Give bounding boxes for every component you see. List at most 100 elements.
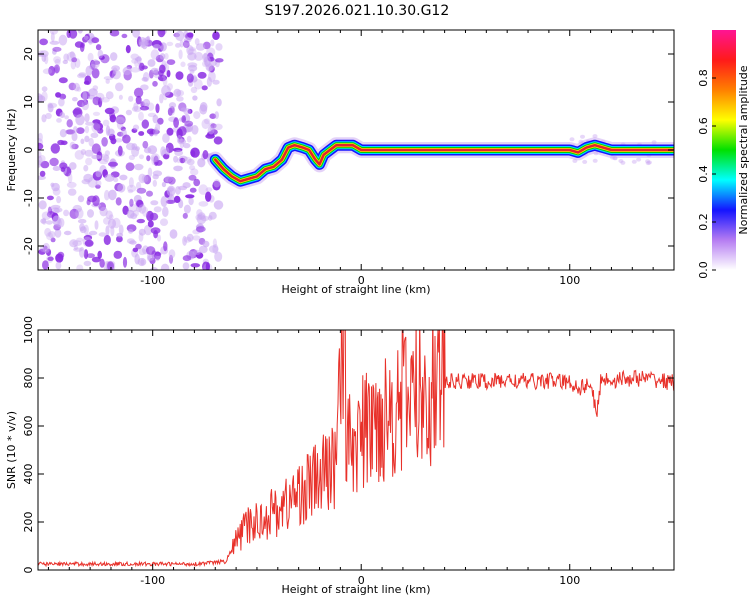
noise-blob <box>87 209 94 218</box>
noise-blob <box>162 133 170 144</box>
noise-blob <box>72 108 82 115</box>
noise-blob <box>104 150 110 157</box>
noise-blob <box>166 127 174 136</box>
noise-blob <box>42 242 50 254</box>
noise-blob <box>141 119 149 129</box>
noise-blob <box>68 30 78 39</box>
noise-blob <box>73 82 80 92</box>
noise-blob <box>45 248 52 256</box>
noise-blob <box>38 155 46 163</box>
noise-blob <box>104 189 110 201</box>
noise-blob <box>97 250 102 259</box>
noise-blob <box>111 65 120 72</box>
noise-blob <box>147 145 158 155</box>
noise-blob <box>108 189 117 201</box>
snr-ytick-label: 400 <box>22 464 35 485</box>
noise-blob <box>186 233 194 242</box>
noise-blob <box>81 178 91 185</box>
noise-blob <box>569 137 575 142</box>
noise-blob <box>182 156 192 164</box>
noise-blob <box>201 118 210 130</box>
noise-blob <box>128 228 134 234</box>
noise-blob <box>110 137 117 145</box>
noise-blob <box>41 114 47 123</box>
noise-blob <box>122 66 132 76</box>
noise-blob <box>136 187 147 194</box>
noise-blob <box>188 197 194 206</box>
noise-blob <box>115 82 124 92</box>
noise-blob <box>94 220 99 230</box>
noise-blob <box>53 56 61 64</box>
noise-blob <box>91 143 101 154</box>
noise-blob <box>50 143 60 154</box>
noise-blob <box>104 107 115 115</box>
noise-blob <box>135 146 140 152</box>
noise-blob <box>157 30 166 38</box>
noise-blob <box>95 184 101 189</box>
snr-xtick-label: 0 <box>358 574 365 587</box>
noise-blob <box>84 239 94 247</box>
noise-blob <box>206 76 212 87</box>
noise-blob <box>107 261 114 270</box>
noise-blob <box>580 134 585 139</box>
noise-blob <box>56 195 62 204</box>
spectrogram-xtick-label: 0 <box>358 274 365 287</box>
noise-blob <box>150 49 160 60</box>
noise-blob <box>187 108 193 114</box>
noise-blob <box>205 262 210 270</box>
noise-blob <box>176 96 184 102</box>
noise-blob <box>99 153 109 161</box>
noise-blob <box>147 102 155 111</box>
noise-blob <box>214 111 219 119</box>
noise-blob <box>113 250 123 259</box>
noise-blob <box>119 174 128 181</box>
noise-blob <box>109 30 120 37</box>
noise-blob <box>38 175 46 180</box>
noise-blob <box>46 232 54 241</box>
noise-blob <box>149 212 159 221</box>
noise-blob <box>620 160 626 165</box>
noise-blob <box>146 155 151 162</box>
noise-blob <box>38 248 46 255</box>
noise-blob <box>133 87 144 98</box>
noise-blob <box>49 30 59 35</box>
noise-blob <box>38 142 44 150</box>
noise-blob <box>136 218 145 224</box>
noise-blob <box>184 120 194 127</box>
noise-blob <box>99 206 108 217</box>
noise-blob <box>193 79 203 90</box>
spectrogram-ytick-label: 10 <box>22 95 35 109</box>
noise-blob <box>76 86 82 92</box>
noise-blob <box>164 53 169 60</box>
noise-blob <box>67 172 73 184</box>
noise-blob <box>109 114 117 123</box>
noise-blob <box>195 226 206 233</box>
noise-blob <box>154 159 163 166</box>
noise-blob <box>47 256 54 261</box>
noise-blob <box>192 95 198 101</box>
noise-blob <box>90 59 100 69</box>
noise-blob <box>182 262 190 270</box>
noise-blob <box>59 129 67 138</box>
noise-blob <box>70 60 77 70</box>
noise-blob <box>139 62 145 71</box>
noise-blob <box>213 136 223 145</box>
noise-blob <box>182 40 190 48</box>
noise-blob <box>214 251 223 262</box>
noise-blob <box>165 199 176 204</box>
noise-blob <box>83 234 93 241</box>
noise-blob <box>173 117 180 128</box>
noise-blob <box>83 80 90 85</box>
noise-blob <box>128 95 134 102</box>
noise-blob <box>49 157 59 167</box>
noise-blob <box>160 263 170 270</box>
noise-blob <box>215 43 223 51</box>
noise-blob <box>50 237 56 243</box>
noise-blob <box>150 267 158 270</box>
snr-ytick-label: 200 <box>22 512 35 533</box>
noise-blob <box>187 158 195 166</box>
noise-blob <box>142 98 151 107</box>
noise-blob <box>116 235 123 243</box>
noise-blob <box>152 80 158 87</box>
noise-blob <box>111 69 116 77</box>
